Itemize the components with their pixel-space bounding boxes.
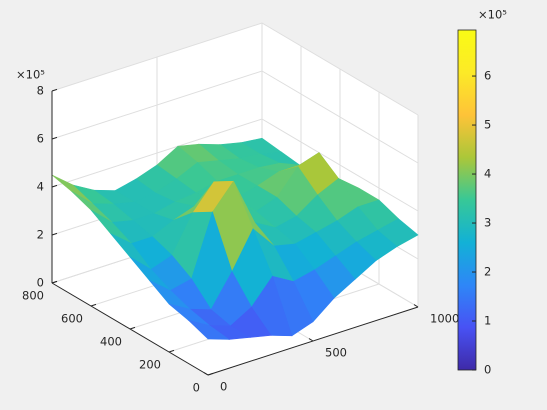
y-tick (90, 303, 97, 307)
x-tick (203, 372, 209, 376)
y-tick (168, 349, 175, 353)
z-tick (51, 88, 58, 92)
x-tick-label: 0 (220, 380, 227, 394)
z-tick-label: 4 (37, 180, 44, 194)
y-tick (51, 280, 58, 284)
y-tick (207, 372, 214, 376)
y-tick-label: 200 (139, 358, 161, 372)
z-tick-label: 2 (37, 228, 44, 242)
colorbar-exponent: ×10⁵ (478, 8, 507, 22)
colorbar-tick-label: 6 (484, 69, 491, 83)
y-tick-label: 400 (100, 335, 122, 349)
z-tick-label: 6 (37, 132, 44, 146)
x-tick-label: 500 (325, 346, 347, 360)
y-tick-label: 600 (61, 312, 83, 326)
colorbar (457, 29, 477, 371)
colorbar-tick-label: 0 (484, 363, 491, 377)
y-tick-label: 0 (193, 381, 200, 395)
x-tick-label: 1000 (430, 312, 459, 326)
z-tick (51, 136, 58, 140)
y-tick (129, 326, 136, 330)
y-tick-label: 800 (22, 289, 44, 303)
colorbar-tick-label: 3 (484, 216, 491, 230)
surface-patch (187, 319, 230, 340)
surface (51, 137, 419, 340)
z-tick (51, 232, 58, 236)
z-tick-label: 8 (37, 84, 44, 98)
x-tick (308, 338, 314, 342)
z-exponent: ×10⁵ (16, 68, 45, 82)
x-tick (413, 304, 419, 308)
z-tick-label: 0 (37, 276, 44, 290)
colorbar-tick-label: 2 (484, 265, 491, 279)
colorbar-tick-label: 4 (484, 167, 491, 181)
z-tick (51, 184, 58, 188)
colorbar-tick-label: 5 (484, 118, 491, 132)
axes (51, 88, 419, 376)
colorbar-tick-label: 1 (484, 314, 491, 328)
colorbar-ticks: 0 1 2 3 4 5 6 (472, 69, 491, 377)
